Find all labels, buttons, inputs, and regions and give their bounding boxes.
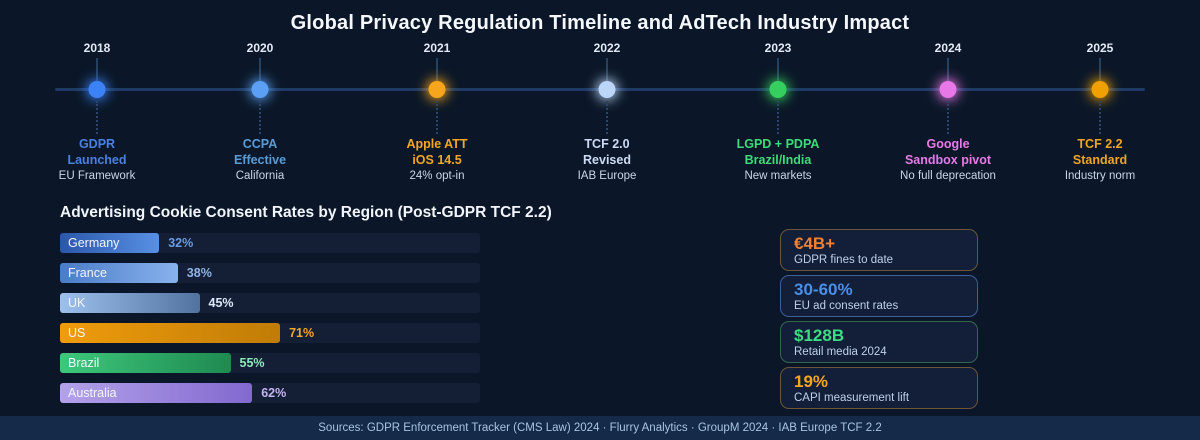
bar-track: Germany 32% — [60, 233, 480, 253]
timeline-event-title: Google Sandbox pivot — [904, 137, 992, 167]
timeline-year: 2025 — [1086, 41, 1114, 55]
timeline-dot — [939, 81, 957, 98]
stat-label: CAPI measurement lift — [794, 391, 910, 404]
bar-fill-germany: Germany — [60, 233, 160, 253]
bar-fill-brazil: Brazil — [60, 353, 231, 373]
timeline-event-title: LGPD + PDPA Brazil/India — [736, 137, 820, 167]
timeline-event-2018: 2018 GDPR Launched EU Framework — [17, 40, 177, 190]
timeline-event-description: No full deprecation — [900, 170, 996, 182]
bar-region-label: France — [68, 266, 107, 280]
timeline-dot — [428, 81, 446, 98]
timeline-year: 2023 — [764, 41, 792, 55]
bar-region-label: US — [68, 326, 86, 340]
timeline-dot — [1091, 81, 1109, 98]
bar-fill-australia: Australia — [60, 383, 253, 403]
timeline-event-description: EU Framework — [58, 170, 136, 182]
stat-label: EU ad consent rates — [794, 299, 899, 312]
stat-label: Retail media 2024 — [794, 345, 887, 358]
bar-region-label: Germany — [68, 236, 120, 250]
timeline-event-2024: 2024 Google Sandbox pivot No full deprec… — [868, 40, 1028, 190]
chart-title: Advertising Cookie Consent Rates by Regi… — [60, 204, 552, 221]
timeline-event-2023: 2023 LGPD + PDPA Brazil/India New market… — [698, 40, 858, 190]
timeline-dotted-stem — [777, 101, 779, 134]
bar-fill-france: France — [60, 263, 178, 283]
sources-footer: Sources: GDPR Enforcement Tracker (CMS L… — [0, 416, 1200, 440]
bar-track: Brazil 55% — [60, 353, 480, 373]
stat-cards: €4B+ GDPR fines to date 30-60% EU ad con… — [780, 229, 978, 413]
timeline-event-2021: 2021 Apple ATT iOS 14.5 24% opt-in — [357, 40, 517, 190]
timeline-dot — [769, 81, 787, 98]
timeline-dot — [251, 81, 269, 98]
timeline-event-2022: 2022 TCF 2.0 Revised IAB Europe — [527, 40, 687, 190]
stat-label: GDPR fines to date — [794, 253, 894, 266]
timeline-stem — [436, 58, 438, 82]
timeline-event-title: TCF 2.2 Standard — [1072, 137, 1128, 167]
timeline-dotted-stem — [947, 101, 949, 134]
timeline-event-2020: 2020 CCPA Effective California — [180, 40, 340, 190]
timeline-event-2025: 2025 TCF 2.2 Standard Industry norm — [1020, 40, 1180, 190]
timeline-year: 2018 — [83, 41, 111, 55]
timeline-event-description: New markets — [744, 170, 812, 182]
timeline-event-title: TCF 2.0 Revised — [583, 137, 631, 167]
bar-value-label: 45% — [208, 296, 234, 310]
timeline-event-title: GDPR Launched — [67, 137, 127, 167]
timeline-stem — [606, 58, 608, 82]
bar-value-label: 71% — [289, 326, 315, 340]
bar-track: UK 45% — [60, 293, 480, 313]
timeline-dot — [88, 81, 106, 98]
timeline-event-description: IAB Europe — [577, 170, 637, 182]
bar-value-label: 62% — [261, 386, 287, 400]
timeline-dotted-stem — [96, 101, 98, 134]
timeline-event-title: CCPA Effective — [233, 137, 287, 167]
consent-rate-bar-chart: Germany 32% France 38% UK 45% US 71% Bra… — [60, 233, 480, 413]
bar-region-label: Brazil — [68, 356, 100, 370]
timeline-event-description: Industry norm — [1064, 170, 1136, 182]
timeline-stem — [96, 58, 98, 82]
stat-value: 19% — [794, 372, 829, 391]
bar-region-label: Australia — [68, 386, 117, 400]
bar-track: Australia 62% — [60, 383, 480, 403]
bar-track: France 38% — [60, 263, 480, 283]
page-title: Global Privacy Regulation Timeline and A… — [290, 12, 910, 34]
timeline-dotted-stem — [606, 101, 608, 134]
stat-card-retail-media: $128B Retail media 2024 — [780, 321, 978, 363]
timeline-year: 2020 — [246, 41, 274, 55]
bar-region-label: UK — [68, 296, 86, 310]
timeline-stem — [1099, 58, 1101, 82]
timeline-year: 2021 — [423, 41, 451, 55]
timeline-event-description: 24% opt-in — [409, 170, 465, 182]
stat-value: €4B+ — [794, 234, 836, 253]
timeline-dotted-stem — [1099, 101, 1101, 134]
stat-value: $128B — [794, 326, 845, 345]
timeline-year: 2024 — [934, 41, 962, 55]
timeline-event-description: California — [235, 170, 285, 182]
timeline-stem — [947, 58, 949, 82]
stat-card-capi-lift: 19% CAPI measurement lift — [780, 367, 978, 409]
timeline-stem — [777, 58, 779, 82]
bar-fill-us: US — [60, 323, 281, 343]
bar-value-label: 55% — [239, 356, 265, 370]
timeline-dotted-stem — [436, 101, 438, 134]
timeline-stem — [259, 58, 261, 82]
stat-value: 30-60% — [794, 280, 853, 299]
timeline-event-title: Apple ATT iOS 14.5 — [406, 137, 468, 167]
timeline: 2018 GDPR Launched EU Framework 2020 CCP… — [0, 40, 1200, 190]
stat-card-consent-rates: 30-60% EU ad consent rates — [780, 275, 978, 317]
timeline-dot — [598, 81, 616, 98]
bar-fill-uk: UK — [60, 293, 200, 313]
timeline-year: 2022 — [593, 41, 621, 55]
bar-track: US 71% — [60, 323, 480, 343]
timeline-dotted-stem — [259, 101, 261, 134]
bar-value-label: 32% — [168, 236, 194, 250]
stat-card-gdpr-fines: €4B+ GDPR fines to date — [780, 229, 978, 271]
bar-value-label: 38% — [186, 266, 212, 280]
